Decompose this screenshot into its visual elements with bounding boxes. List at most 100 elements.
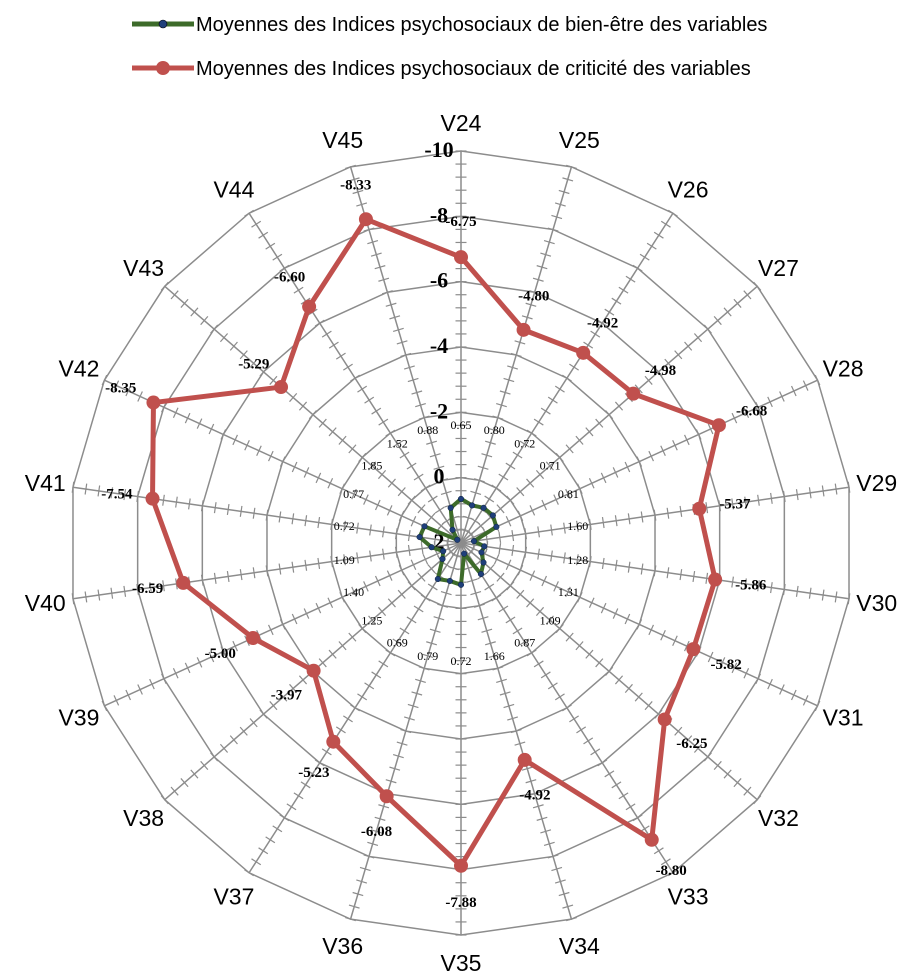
axis-tick	[113, 380, 120, 391]
axis-tick	[160, 281, 169, 291]
axis-tick-label: -4	[430, 333, 448, 358]
category-label: V37	[213, 883, 254, 909]
data-point-criticite	[454, 250, 468, 265]
axis-tick	[293, 792, 304, 800]
axis-tick	[551, 866, 563, 872]
axis-tick-label: -10	[424, 137, 453, 162]
axis-tick	[267, 450, 274, 462]
axis-tick	[399, 627, 410, 635]
axis-tick	[123, 489, 127, 501]
axis-tick	[563, 522, 566, 534]
axis-tick	[684, 735, 693, 745]
axis-tick	[125, 689, 132, 701]
data-point-criticite	[246, 630, 260, 645]
category-label: V25	[559, 127, 600, 153]
axis-tick	[196, 657, 203, 668]
axis-tick	[162, 494, 165, 506]
axis-tick	[351, 488, 357, 500]
axis-tick	[291, 461, 298, 473]
axis-tick	[378, 418, 389, 426]
axis-tick	[731, 498, 734, 510]
axis-tick	[162, 580, 165, 592]
axis-tick	[258, 847, 269, 855]
axis-tick	[161, 402, 167, 413]
axis-tick	[363, 581, 369, 592]
axis-tick	[161, 673, 167, 684]
data-point-criticite	[146, 395, 161, 410]
data-label-criticite: -6.75	[445, 214, 476, 230]
axis-tick	[398, 564, 405, 576]
axis-tick	[536, 816, 548, 821]
category-label: V44	[213, 177, 254, 203]
axis-tick	[491, 594, 502, 602]
axis-tick	[679, 505, 683, 517]
axis-tick	[625, 803, 636, 811]
axis-tick	[604, 308, 615, 316]
axis-tick	[249, 358, 258, 368]
axis-tick	[385, 429, 396, 437]
axis-tick	[692, 570, 696, 583]
axis-tick	[672, 440, 678, 451]
axis-tick	[389, 315, 401, 320]
axis-tick	[755, 402, 761, 413]
axis-tick	[377, 469, 387, 480]
axis-tick	[417, 504, 426, 514]
axis-tick	[407, 544, 411, 556]
data-point-bien-etre	[416, 534, 423, 541]
data-point-criticite	[274, 380, 289, 395]
axis-tick	[172, 407, 179, 418]
axis-tick	[321, 330, 332, 338]
axis-tick	[413, 473, 424, 481]
axis-tick	[149, 678, 155, 690]
data-point-bien-etre	[470, 538, 477, 545]
data-label-bien-etre: 0.81	[558, 487, 579, 501]
axis-tick	[667, 209, 678, 217]
data-point-criticite	[516, 322, 531, 337]
axis-tick	[269, 375, 278, 385]
axis-tick	[498, 473, 509, 481]
axis-tick	[499, 691, 511, 696]
data-point-criticite	[302, 299, 317, 314]
axis-tick	[526, 598, 535, 608]
axis-tick	[348, 632, 357, 642]
axis-tick	[411, 390, 423, 395]
axis-tick	[304, 559, 308, 571]
axis-tick	[407, 377, 419, 383]
axis-tick	[371, 407, 382, 415]
axis-tick	[350, 374, 360, 382]
axis-tick	[356, 879, 368, 884]
axis-tick	[554, 879, 566, 884]
axis-tick	[97, 485, 101, 497]
axis-tick	[506, 495, 515, 505]
axis-tick	[565, 488, 571, 500]
axis-tick	[160, 795, 169, 805]
axis-tick	[404, 716, 415, 721]
axis-tick	[477, 465, 489, 470]
axis-tick	[440, 490, 452, 495]
axis-tick	[551, 214, 563, 220]
data-point-criticite	[644, 832, 659, 847]
axis-tick	[733, 778, 742, 788]
data-point-bien-etre	[468, 502, 476, 509]
axis-tick	[624, 461, 631, 473]
axis-tick	[298, 401, 308, 411]
axis-tick	[210, 324, 219, 334]
data-label-bien-etre: 0.88	[417, 423, 438, 437]
radar-plot-area: V24 V25 V26 V27 V28 V29 V30 V31 V32 V33 V34 V35 V36 V…	[25, 110, 897, 976]
axis-tick	[190, 307, 199, 317]
axis-tick	[387, 478, 396, 488]
axis-tick	[562, 177, 574, 182]
axis-tick	[585, 649, 594, 659]
axis-tick	[289, 392, 298, 403]
axis-tick	[719, 657, 726, 668]
axis-tick	[381, 290, 393, 295]
axis-tick	[648, 450, 655, 462]
axis-tick	[753, 281, 762, 291]
axis-tick	[318, 418, 327, 428]
data-point-bien-etre	[439, 555, 446, 563]
axis-tick	[653, 231, 664, 239]
axis-tick	[422, 653, 434, 658]
axis-tick	[644, 701, 653, 711]
data-label-criticite: -6.60	[274, 269, 305, 285]
axis-tick	[695, 429, 702, 440]
